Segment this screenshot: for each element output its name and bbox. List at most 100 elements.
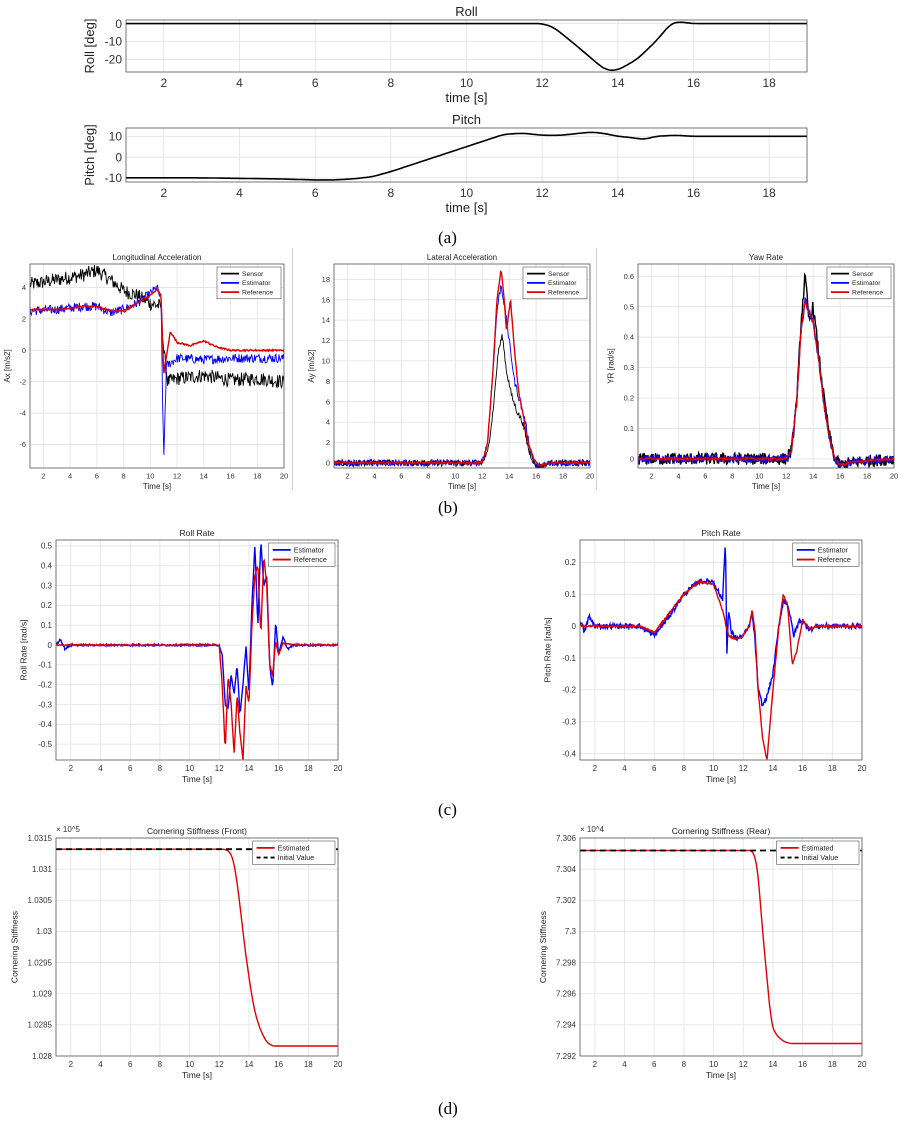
y-tick-label: 1.0315 — [28, 834, 53, 843]
chart-title: Yaw Rate — [749, 253, 784, 262]
y-tick-label: 0.1 — [565, 590, 577, 599]
y-tick-label: 0 — [115, 150, 122, 164]
series-line-sensor — [638, 272, 894, 468]
y-tick-label: 2 — [326, 438, 330, 447]
x-tick-label: 6 — [652, 1060, 657, 1069]
x-tick-label: 14 — [768, 764, 777, 773]
x-axis-label: Time [s] — [706, 1070, 736, 1080]
x-tick-label: 10 — [185, 764, 194, 773]
x-tick-label: 8 — [426, 472, 430, 481]
series-line-reference — [580, 579, 862, 760]
axis-exponent: × 10^5 — [56, 825, 81, 834]
legend-entry: Reference — [242, 289, 273, 296]
y-tick-label: -20 — [105, 53, 123, 67]
x-tick-label: 10 — [755, 472, 763, 481]
x-tick-label: 8 — [158, 1060, 163, 1069]
subfigure-label-a: (a) — [438, 228, 457, 247]
x-tick-label: 8 — [730, 472, 734, 481]
x-axis-label: Time [s] — [182, 1070, 212, 1080]
x-tick-label: 12 — [535, 76, 549, 90]
x-tick-label: 10 — [460, 76, 474, 90]
x-tick-label: 12 — [215, 1060, 224, 1069]
legend-box — [776, 840, 860, 865]
x-axis-label: Time [s] — [448, 482, 476, 491]
y-tick-label: 8 — [326, 377, 330, 386]
x-tick-label: 4 — [236, 186, 243, 200]
chart-title: Pitch Rate — [701, 528, 740, 538]
y-tick-label: 1.0305 — [28, 896, 53, 905]
x-tick-label: 2 — [649, 472, 653, 481]
x-tick-label: 8 — [682, 764, 687, 773]
y-tick-label: 0.3 — [41, 581, 53, 590]
legend-entry: Estimator — [294, 545, 325, 554]
chart-cs_rear: 2 4 6 8 10 12 14 16 18 20 7.306 7.304 7.302 7.3 7.298 7… — [538, 825, 867, 1080]
y-tick-label: 0.2 — [41, 601, 53, 610]
x-tick-label: 18 — [762, 186, 776, 200]
y-tick-label: 10 — [322, 357, 330, 366]
x-tick-label: 20 — [334, 1060, 343, 1069]
y-tick-label: 4 — [326, 418, 330, 427]
x-tick-label: 6 — [399, 472, 403, 481]
legend-entry: Estimator — [242, 280, 271, 287]
legend-entry: Sensor — [852, 271, 874, 278]
x-tick-label: 12 — [782, 472, 790, 481]
y-tick-label: -0.4 — [562, 749, 576, 758]
subfigure-label-d: (d) — [438, 1099, 458, 1118]
x-tick-label: 2 — [69, 1060, 74, 1069]
y-tick-label: 0.5 — [624, 302, 634, 311]
y-tick-label: 7.292 — [556, 1052, 577, 1061]
y-tick-label: 7.3 — [565, 927, 577, 936]
x-tick-label: 14 — [611, 186, 625, 200]
y-tick-label: -10 — [105, 35, 123, 49]
x-axis-label: time [s] — [446, 90, 488, 105]
y-tick-label: 7.298 — [556, 958, 577, 967]
x-tick-label: 16 — [274, 764, 283, 773]
x-tick-label: 14 — [200, 472, 208, 481]
y-tick-label: 0 — [22, 346, 26, 355]
legend-entry: Sensor — [548, 271, 570, 278]
y-tick-label: 1.029 — [32, 990, 53, 999]
subfigure-label-b: (b) — [438, 498, 458, 517]
axes-frame — [125, 19, 808, 73]
x-tick-label: 20 — [858, 1060, 867, 1069]
x-tick-label: 2 — [345, 472, 349, 481]
chart-title: Longitudinal Acceleration — [113, 253, 202, 262]
legend-entry: Reference — [548, 289, 579, 296]
axes-frame — [579, 837, 863, 1057]
x-tick-label: 8 — [121, 472, 125, 481]
x-tick-label: 20 — [334, 764, 343, 773]
y-tick-label: 4 — [22, 283, 26, 292]
x-tick-label: 4 — [98, 764, 103, 773]
y-tick-label: -0.1 — [38, 661, 52, 670]
chart-cs_front: 2 4 6 8 10 12 14 16 18 20 1.0315 1.031 1.0305 1.03 1.0… — [10, 825, 343, 1080]
y-axis-label: Ax [m/s2] — [3, 349, 12, 382]
y-tick-label: 2 — [22, 315, 26, 324]
x-tick-label: 2 — [593, 764, 598, 773]
series-line-reference — [56, 558, 338, 760]
y-tick-label: 10 — [109, 130, 123, 144]
x-axis-label: Time [s] — [182, 774, 212, 784]
y-tick-label: 0 — [572, 622, 577, 631]
legend-entry: Initial Value — [802, 853, 839, 862]
x-tick-label: 6 — [95, 472, 99, 481]
x-axis-label: time [s] — [446, 200, 488, 215]
y-axis-label: Pitch Rate [rad/s] — [542, 617, 552, 682]
x-tick-label: 10 — [185, 1060, 194, 1069]
plot-area — [56, 540, 338, 760]
panel-separator — [292, 248, 293, 490]
x-tick-label: 18 — [559, 472, 567, 481]
x-tick-label: 12 — [535, 186, 549, 200]
legend-entry: Estimator — [548, 280, 577, 287]
x-tick-label: 14 — [244, 764, 253, 773]
x-tick-label: 20 — [890, 472, 898, 481]
chart-title: Roll Rate — [180, 528, 215, 538]
y-tick-label: -4 — [19, 409, 26, 418]
y-tick-label: 0.4 — [41, 562, 53, 571]
x-tick-label: 18 — [828, 764, 837, 773]
x-axis-label: Time [s] — [143, 482, 171, 491]
chart-pitch_rate: 2 4 6 8 10 12 14 16 18 20 0.2 0.1 0 -0.1 -0.2 -0.3 -0.4 P… — [542, 528, 867, 784]
